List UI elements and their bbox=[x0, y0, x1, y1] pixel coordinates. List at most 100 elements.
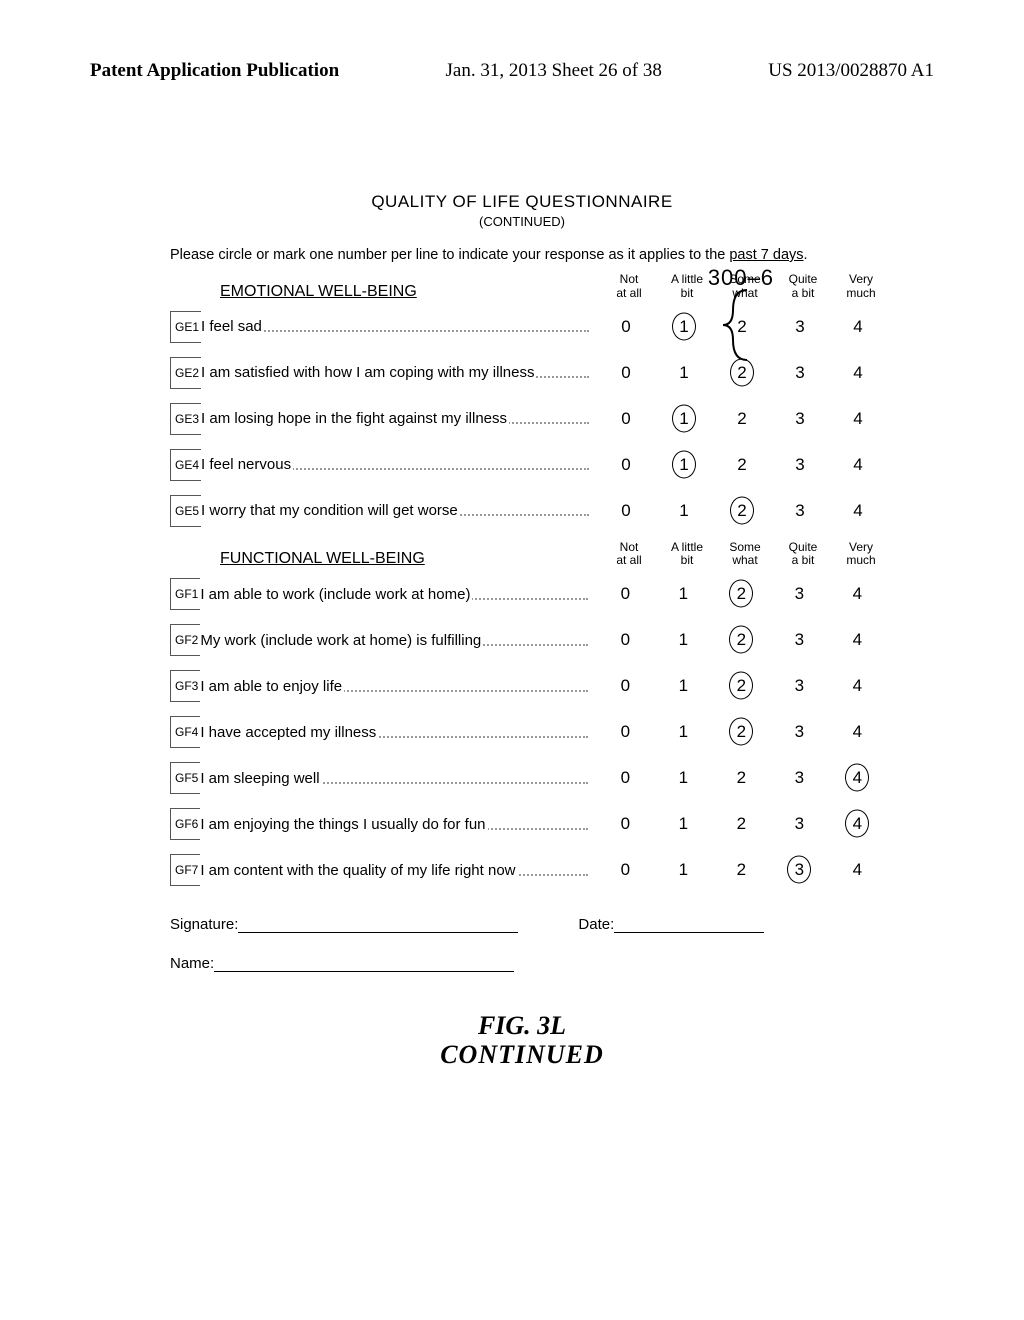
scale-cell[interactable]: 1 bbox=[655, 455, 713, 475]
scale-cell[interactable]: 0 bbox=[597, 363, 655, 383]
question-text-wrap: I am enjoying the things I usually do fo… bbox=[200, 816, 596, 833]
scale-cell[interactable]: 0 bbox=[597, 455, 655, 475]
scale-cell[interactable]: 0 bbox=[596, 860, 654, 880]
scale-cell[interactable]: 2 bbox=[713, 363, 771, 383]
scale-cell[interactable]: 2 bbox=[712, 768, 770, 788]
scale-cell[interactable]: 4 bbox=[829, 363, 887, 383]
scale-cells: 01234 bbox=[596, 676, 886, 696]
scale-headers: Notat allA littlebitSomewhatQuitea bitVe… bbox=[600, 541, 890, 569]
question-text-wrap: I am able to enjoy life bbox=[200, 678, 596, 695]
signature-line bbox=[238, 931, 518, 933]
scale-cell[interactable]: 2 bbox=[713, 409, 771, 429]
question-text: I am losing hope in the fight against my… bbox=[201, 410, 509, 427]
scale-cell[interactable]: 0 bbox=[597, 501, 655, 521]
question-code: GE1 bbox=[170, 311, 201, 343]
scale-cell[interactable]: 0 bbox=[596, 722, 654, 742]
question-code: GF6 bbox=[170, 808, 200, 840]
scale-cell[interactable]: 4 bbox=[829, 317, 887, 337]
scale-cell[interactable]: 3 bbox=[771, 455, 829, 475]
scale-cell[interactable]: 4 bbox=[828, 584, 886, 604]
figure-line2: CONTINUED bbox=[170, 1041, 874, 1070]
scale-cell[interactable]: 4 bbox=[828, 768, 886, 788]
date-label: Date: bbox=[578, 916, 614, 933]
instruction-text: Please circle or mark one number per lin… bbox=[170, 247, 874, 263]
scale-cell[interactable]: 1 bbox=[654, 768, 712, 788]
scale-cell[interactable]: 1 bbox=[655, 409, 713, 429]
scale-cell[interactable]: 3 bbox=[771, 363, 829, 383]
scale-cell[interactable]: 1 bbox=[655, 363, 713, 383]
form-subtitle: (CONTINUED) bbox=[170, 214, 874, 229]
scale-cell[interactable]: 0 bbox=[596, 630, 654, 650]
scale-cell[interactable]: 4 bbox=[829, 455, 887, 475]
scale-cell[interactable]: 2 bbox=[712, 630, 770, 650]
scale-cell[interactable]: 3 bbox=[770, 630, 828, 650]
question-text: I am able to enjoy life bbox=[200, 678, 344, 695]
scale-cells: 01234 bbox=[596, 584, 886, 604]
scale-cell[interactable]: 2 bbox=[712, 676, 770, 696]
header-mid: Jan. 31, 2013 Sheet 26 of 38 bbox=[446, 60, 662, 82]
question-code: GF4 bbox=[170, 716, 200, 748]
section-heading: FUNCTIONAL WELL-BEING bbox=[170, 550, 600, 568]
scale-cell[interactable]: 2 bbox=[713, 501, 771, 521]
scale-cell[interactable]: 1 bbox=[654, 860, 712, 880]
question-text-wrap: I am losing hope in the fight against my… bbox=[201, 410, 597, 427]
scale-cell[interactable]: 2 bbox=[712, 860, 770, 880]
section-heading: EMOTIONAL WELL-BEING bbox=[170, 283, 600, 301]
scale-header-cell: Somewhat bbox=[716, 541, 774, 569]
scale-cell[interactable]: 4 bbox=[828, 722, 886, 742]
scale-cell[interactable]: 0 bbox=[596, 584, 654, 604]
scale-cell[interactable]: 2 bbox=[713, 317, 771, 337]
scale-cell[interactable]: 1 bbox=[655, 501, 713, 521]
scale-cell[interactable]: 3 bbox=[770, 676, 828, 696]
scale-cell[interactable]: 2 bbox=[712, 584, 770, 604]
scale-cell[interactable]: 4 bbox=[828, 860, 886, 880]
scale-cell[interactable]: 4 bbox=[828, 676, 886, 696]
scale-cell[interactable]: 0 bbox=[596, 768, 654, 788]
scale-cells: 01234 bbox=[597, 455, 887, 475]
scale-cell[interactable]: 4 bbox=[829, 409, 887, 429]
question-text: I worry that my condition will get worse bbox=[201, 502, 460, 519]
scale-cell[interactable]: 3 bbox=[770, 768, 828, 788]
scale-cell[interactable]: 3 bbox=[770, 722, 828, 742]
date-line bbox=[614, 931, 764, 933]
scale-cell[interactable]: 1 bbox=[655, 317, 713, 337]
scale-cell[interactable]: 1 bbox=[654, 676, 712, 696]
scale-cells: 01234 bbox=[597, 409, 887, 429]
instruction-post: . bbox=[804, 247, 808, 263]
question-row: GE2I am satisfied with how I am coping w… bbox=[170, 357, 874, 389]
scale-cell[interactable]: 3 bbox=[771, 317, 829, 337]
scale-cell[interactable]: 4 bbox=[828, 630, 886, 650]
scale-cell[interactable]: 0 bbox=[597, 409, 655, 429]
scale-cell[interactable]: 1 bbox=[654, 630, 712, 650]
scale-cell[interactable]: 4 bbox=[828, 814, 886, 834]
scale-cell[interactable]: 2 bbox=[713, 455, 771, 475]
scale-cell[interactable]: 4 bbox=[829, 501, 887, 521]
scale-cell[interactable]: 0 bbox=[597, 317, 655, 337]
section-header-row: FUNCTIONAL WELL-BEINGNotat allA littlebi… bbox=[170, 541, 874, 569]
scale-cell[interactable]: 0 bbox=[596, 814, 654, 834]
scale-cell[interactable]: 1 bbox=[654, 584, 712, 604]
question-text-wrap: I worry that my condition will get worse bbox=[201, 502, 597, 519]
scale-cell[interactable]: 1 bbox=[654, 814, 712, 834]
scale-cell[interactable]: 3 bbox=[770, 814, 828, 834]
question-row: GE4I feel nervous01234 bbox=[170, 449, 874, 481]
figure-label: FIG. 3L CONTINUED bbox=[170, 1012, 874, 1069]
question-code: GE4 bbox=[170, 449, 201, 481]
scale-cell[interactable]: 0 bbox=[596, 676, 654, 696]
scale-cell[interactable]: 3 bbox=[770, 860, 828, 880]
scale-cell[interactable]: 1 bbox=[654, 722, 712, 742]
question-text-wrap: I am content with the quality of my life… bbox=[200, 862, 596, 879]
scale-cell[interactable]: 3 bbox=[770, 584, 828, 604]
question-text-wrap: I feel nervous bbox=[201, 456, 597, 473]
scale-cell[interactable]: 3 bbox=[771, 409, 829, 429]
question-text: I feel sad bbox=[201, 318, 264, 335]
question-row: GF1I am able to work (include work at ho… bbox=[170, 578, 874, 610]
question-code: GF7 bbox=[170, 854, 200, 886]
question-row: GF6I am enjoying the things I usually do… bbox=[170, 808, 874, 840]
question-text: My work (include work at home) is fulfil… bbox=[200, 632, 483, 649]
scale-cell[interactable]: 2 bbox=[712, 814, 770, 834]
scale-cell[interactable]: 3 bbox=[771, 501, 829, 521]
scale-cell[interactable]: 2 bbox=[712, 722, 770, 742]
scale-header-cell: A littlebit bbox=[658, 541, 716, 569]
question-text-wrap: I am sleeping well bbox=[200, 770, 596, 787]
